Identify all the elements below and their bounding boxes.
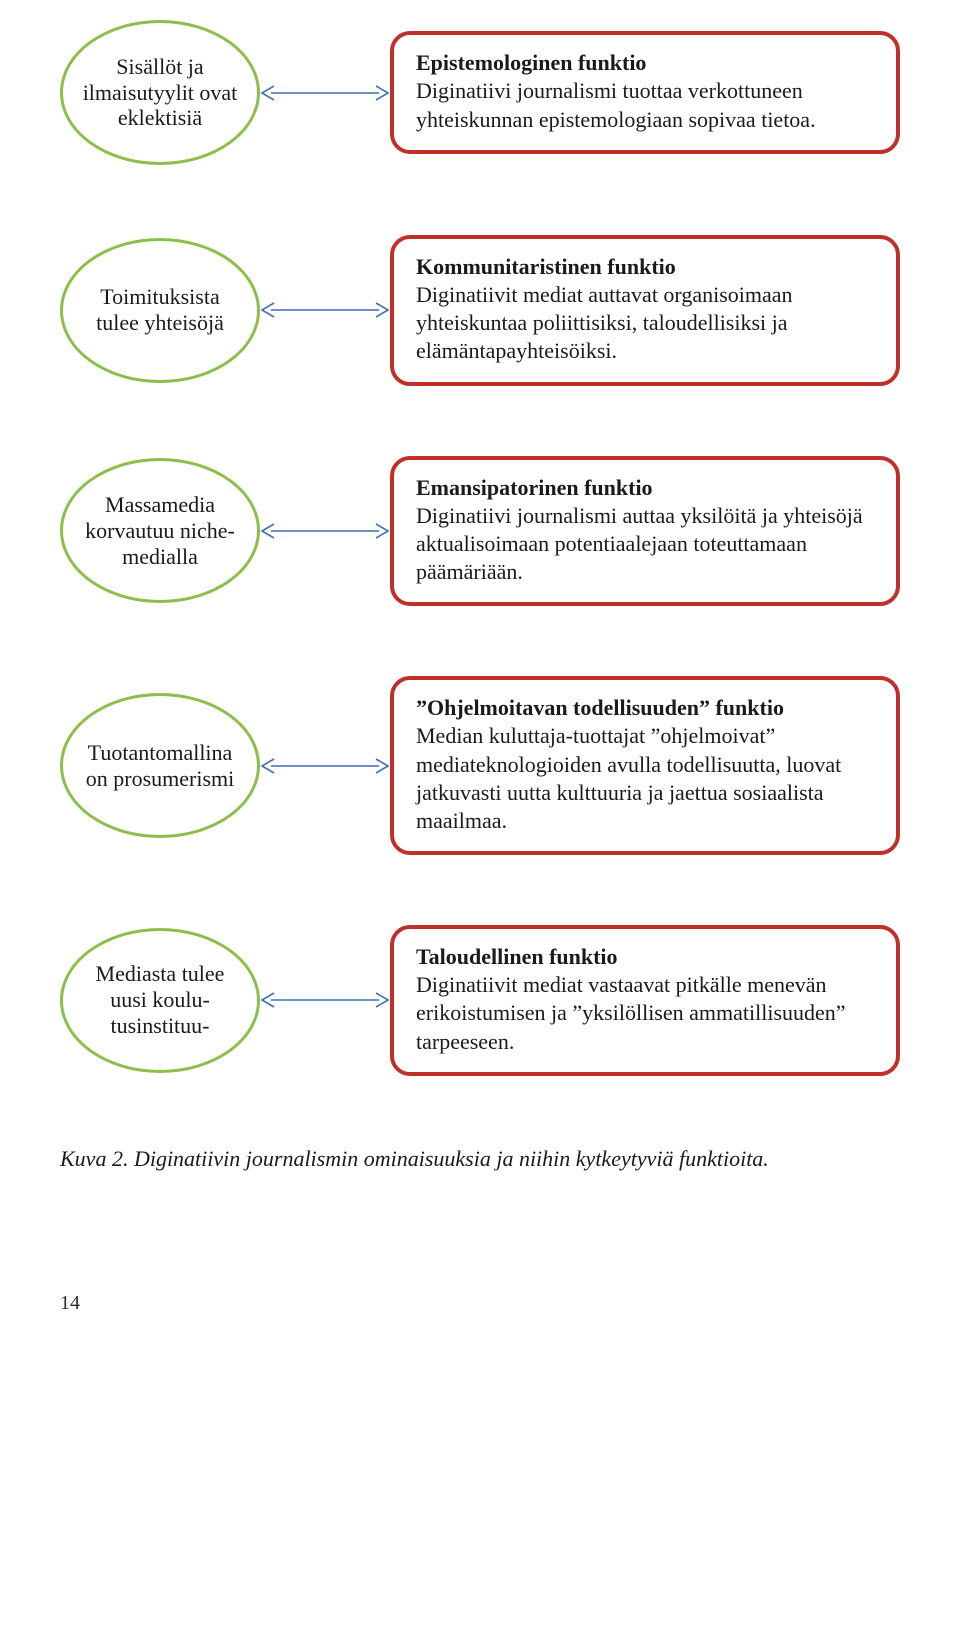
ellipse-node: Mediasta tulee uusi koulu­tusinstituu- [60, 928, 260, 1073]
double-arrow-icon [260, 752, 390, 780]
function-box: Epistemologinen funktio Diginatiivi jour… [390, 31, 900, 153]
diagram-container: Sisällöt ja ilmaisutyylit ovat eklek­tis… [60, 20, 900, 1076]
figure-caption: Kuva 2. Diginatiivin journalismin ominai… [60, 1146, 900, 1172]
ellipse-node: Tuotanto­mallina on prosume­rismi [60, 693, 260, 838]
function-title: ”Ohjelmoitavan todellisuuden” funktio [416, 695, 784, 720]
ellipse-text: Tuotanto­mallina on prosume­rismi [81, 740, 239, 792]
double-arrow-icon [260, 517, 390, 545]
ellipse-text: Mediasta tulee uusi koulu­tusinstituu- [81, 961, 239, 1039]
diagram-row: Toimituk­sista tulee yhteisöjä Kommunita… [60, 235, 900, 386]
function-title: Epistemologinen funktio [416, 50, 646, 75]
diagram-row: Tuotanto­mallina on prosume­rismi ”Ohjel… [60, 676, 900, 855]
double-arrow-icon [260, 296, 390, 324]
arrow-connector [260, 296, 390, 324]
arrow-connector [260, 517, 390, 545]
diagram-row: Massame­dia korvau­tuu niche­medialla Em… [60, 456, 900, 607]
function-title: Emansipatorinen funktio [416, 475, 653, 500]
function-box: ”Ohjelmoitavan todellisuuden” funktio Me… [390, 676, 900, 855]
ellipse-node: Toimituk­sista tulee yhteisöjä [60, 238, 260, 383]
function-box: Emansipatorinen funktio Diginatiivi jour… [390, 456, 900, 607]
double-arrow-icon [260, 79, 390, 107]
ellipse-node: Sisällöt ja ilmaisutyylit ovat eklek­tis… [60, 20, 260, 165]
function-body: Diginatiivi journalismi tuottaa ver­kott… [416, 78, 816, 131]
function-title: Taloudellinen funktio [416, 944, 618, 969]
arrow-connector [260, 79, 390, 107]
diagram-row: Sisällöt ja ilmaisutyylit ovat eklek­tis… [60, 20, 900, 165]
arrow-connector [260, 986, 390, 1014]
function-box: Taloudellinen funktio Diginatiivit media… [390, 925, 900, 1076]
function-body: Diginatiivit mediat auttavat organi­soim… [416, 282, 793, 363]
ellipse-node: Massame­dia korvau­tuu niche­medialla [60, 458, 260, 603]
function-title: Kommunitaristinen funktio [416, 254, 676, 279]
function-body: Diginatiivi journalismi auttaa yksi­löit… [416, 503, 863, 584]
arrow-connector [260, 752, 390, 780]
double-arrow-icon [260, 986, 390, 1014]
ellipse-text: Massame­dia korvau­tuu niche­medialla [81, 492, 239, 570]
diagram-row: Mediasta tulee uusi koulu­tusinstituu- T… [60, 925, 900, 1076]
page-number: 14 [60, 1292, 900, 1315]
function-box: Kommunitaristinen funktio Diginatiivit m… [390, 235, 900, 386]
ellipse-text: Sisällöt ja ilmaisutyylit ovat eklek­tis… [81, 54, 239, 132]
ellipse-text: Toimituk­sista tulee yhteisöjä [81, 284, 239, 336]
function-body: Median kuluttaja-tuottajat ”ohjel­moivat… [416, 723, 841, 832]
function-body: Diginatiivit mediat vastaavat pitkälle m… [416, 972, 846, 1053]
